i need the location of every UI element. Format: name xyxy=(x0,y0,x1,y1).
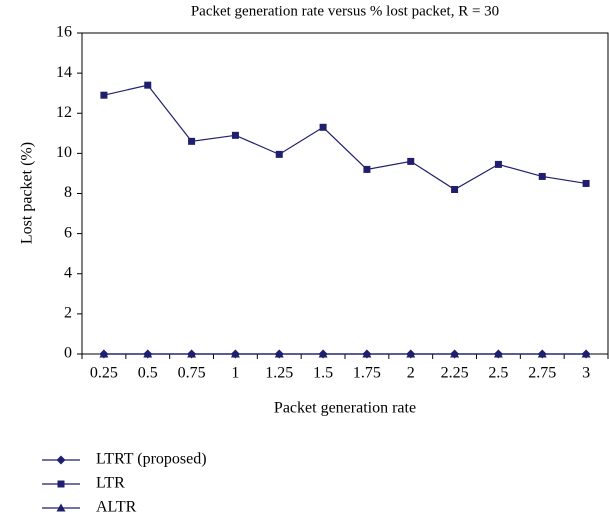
x-tick-label: 3 xyxy=(582,365,590,382)
marker xyxy=(406,349,416,358)
y-tick-label: 16 xyxy=(56,24,72,41)
marker xyxy=(450,349,460,358)
marker xyxy=(275,150,283,158)
x-tick-label: 2.75 xyxy=(528,365,556,382)
y-tick-label: 4 xyxy=(64,264,72,281)
y-tick-label: 14 xyxy=(56,64,72,81)
y-tick-label: 12 xyxy=(56,104,72,121)
y-axis-label: Lost packet (%) xyxy=(19,142,36,244)
marker xyxy=(56,503,66,512)
legend-label: ALTR xyxy=(96,499,137,516)
plot-frame xyxy=(81,32,609,355)
marker xyxy=(230,349,240,358)
marker xyxy=(538,172,546,180)
legend-label: LTR xyxy=(96,475,125,492)
y-tick-label: 6 xyxy=(64,224,72,241)
x-tick-label: 1 xyxy=(231,365,239,382)
legend-label: LTRT (proposed) xyxy=(96,451,207,468)
marker xyxy=(363,165,371,173)
x-tick-label: 1.25 xyxy=(265,365,293,382)
x-tick-label: 0.5 xyxy=(138,365,158,382)
marker xyxy=(143,349,153,358)
y-tick-label: 10 xyxy=(56,144,72,161)
marker xyxy=(144,81,152,89)
marker xyxy=(318,349,328,358)
marker xyxy=(319,123,327,131)
x-tick-label: 2.5 xyxy=(488,365,508,382)
marker xyxy=(99,349,109,358)
marker xyxy=(407,157,415,165)
marker xyxy=(537,349,547,358)
y-tick-label: 8 xyxy=(64,184,72,201)
marker xyxy=(274,349,284,358)
x-tick-label: 1.5 xyxy=(313,365,333,382)
marker xyxy=(451,185,459,193)
marker xyxy=(57,480,65,488)
x-tick-label: 0.25 xyxy=(90,365,118,382)
x-tick-label: 1.75 xyxy=(353,365,381,382)
x-tick-label: 0.75 xyxy=(178,365,206,382)
series-line xyxy=(103,84,587,191)
marker xyxy=(582,179,590,187)
marker xyxy=(362,349,372,358)
marker xyxy=(188,137,196,145)
marker xyxy=(187,349,197,358)
marker xyxy=(231,131,239,139)
marker xyxy=(100,91,108,99)
x-tick-label: 2 xyxy=(407,365,415,382)
y-tick-label: 2 xyxy=(64,305,72,322)
marker xyxy=(494,160,502,168)
chart-title: Packet generation rate versus % lost pac… xyxy=(191,3,499,19)
marker xyxy=(56,455,66,465)
marker xyxy=(493,349,503,358)
x-axis-label: Packet generation rate xyxy=(274,400,416,417)
marker xyxy=(581,349,591,358)
x-tick-label: 2.25 xyxy=(441,365,469,382)
y-tick-label: 0 xyxy=(64,345,72,362)
